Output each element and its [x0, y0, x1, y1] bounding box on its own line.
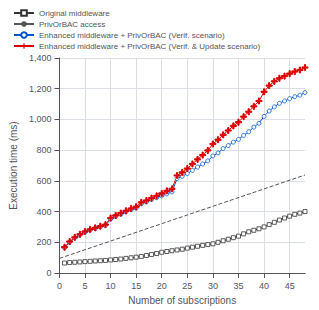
svg-text:Enhanced middleware + PrivOrBA: Enhanced middleware + PrivOrBAC (Verif. …	[39, 42, 261, 51]
svg-text:0: 0	[46, 268, 51, 278]
svg-text:0: 0	[57, 281, 62, 291]
svg-text:1,000: 1,000	[29, 114, 52, 124]
svg-text:20: 20	[157, 281, 167, 291]
svg-text:35: 35	[233, 281, 243, 291]
svg-text:40: 40	[259, 281, 269, 291]
svg-text:5: 5	[82, 281, 87, 291]
svg-text:10: 10	[106, 281, 116, 291]
svg-text:45: 45	[285, 281, 295, 291]
svg-text:800: 800	[36, 145, 51, 155]
svg-text:1,400: 1,400	[29, 53, 52, 63]
svg-text:Original middleware: Original middleware	[39, 9, 110, 18]
svg-text:Number of subscriptions: Number of subscriptions	[128, 295, 236, 306]
svg-text:15: 15	[131, 281, 141, 291]
svg-text:25: 25	[182, 281, 192, 291]
svg-text:200: 200	[36, 237, 51, 247]
svg-text:1,200: 1,200	[29, 84, 52, 94]
svg-text:400: 400	[36, 207, 51, 217]
svg-text:30: 30	[208, 281, 218, 291]
svg-text:Enhanced middleware + PrivOrBA: Enhanced middleware + PrivOrBAC (Verif. …	[39, 31, 225, 40]
svg-text:PrivOrBAC access: PrivOrBAC access	[39, 20, 105, 29]
svg-text:600: 600	[36, 176, 51, 186]
svg-text:Execution time (ms): Execution time (ms)	[8, 121, 19, 209]
